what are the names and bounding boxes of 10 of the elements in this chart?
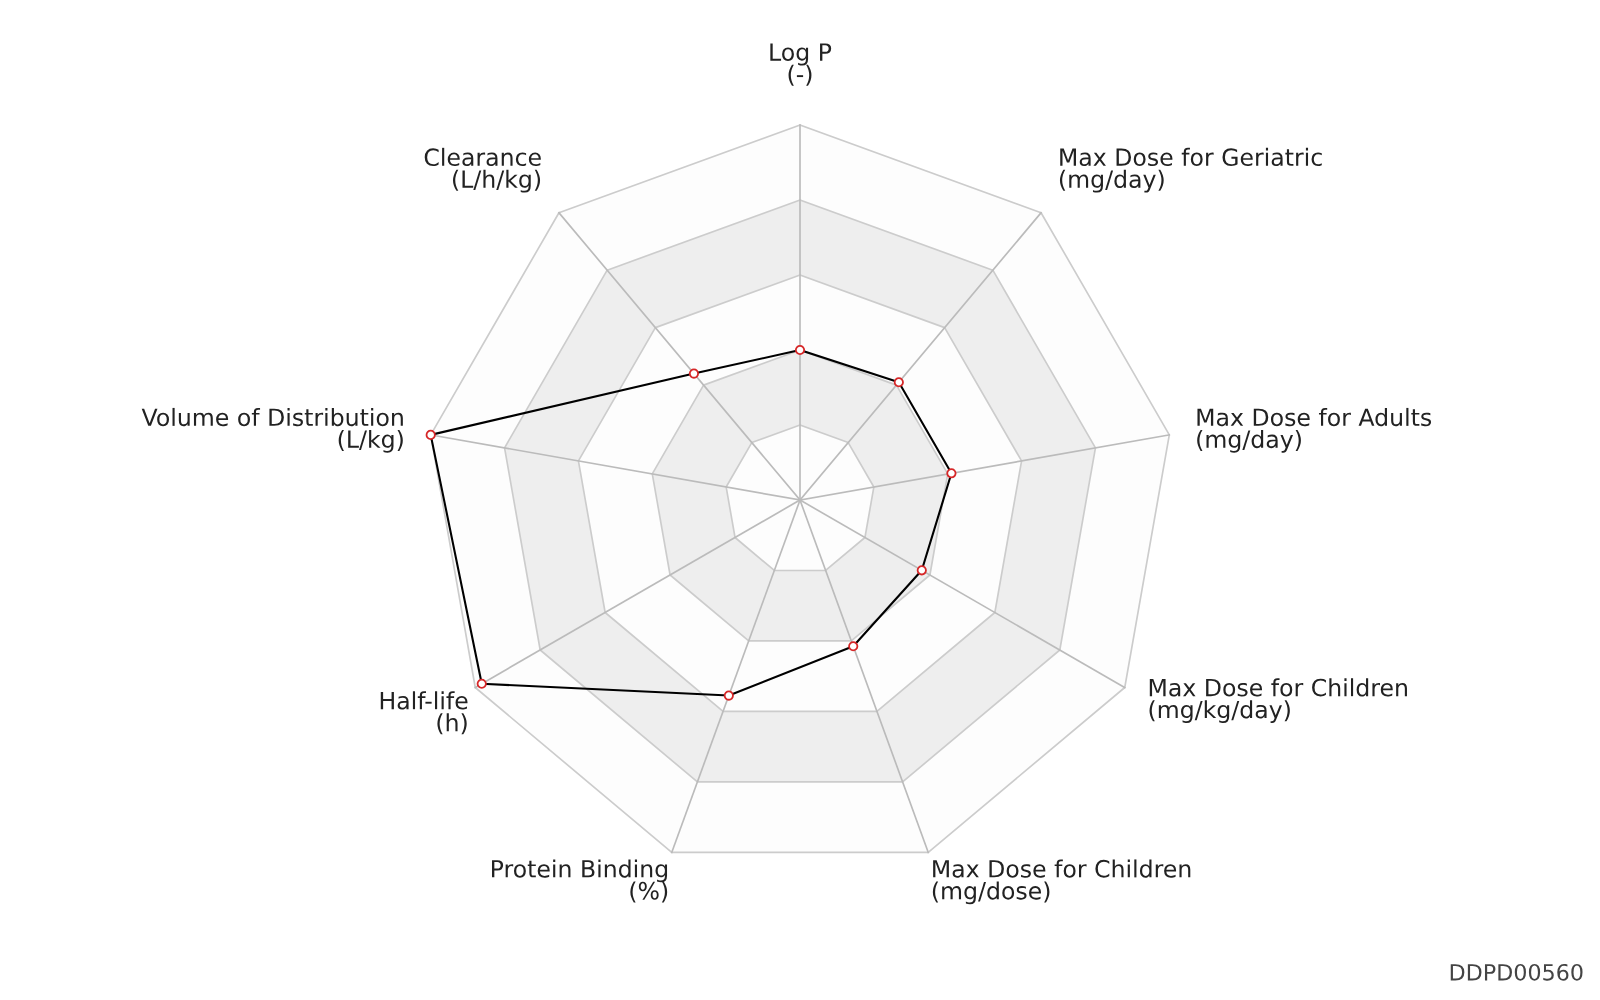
- spoke-label: Half-life (h): [380, 691, 468, 735]
- spoke-label: Max Dose for Geriatric (mg/day): [1059, 147, 1322, 193]
- spoke-label: Clearance (L/h/kg): [424, 147, 541, 193]
- spoke-label: Max Dose for Children (mg/dose): [932, 859, 1191, 905]
- text: DDPD00560: [1450, 963, 1583, 981]
- spoke-label: Max Dose for Adults (mg/day): [1197, 407, 1432, 453]
- spoke-label: Protein Binding (%): [492, 859, 668, 903]
- spoke-label: Volume of Distribution (L/kg): [141, 407, 403, 453]
- spoke-label: Max Dose for Children (mg/kg/day): [1149, 678, 1407, 724]
- spoke-label: Log P (-): [770, 43, 832, 86]
